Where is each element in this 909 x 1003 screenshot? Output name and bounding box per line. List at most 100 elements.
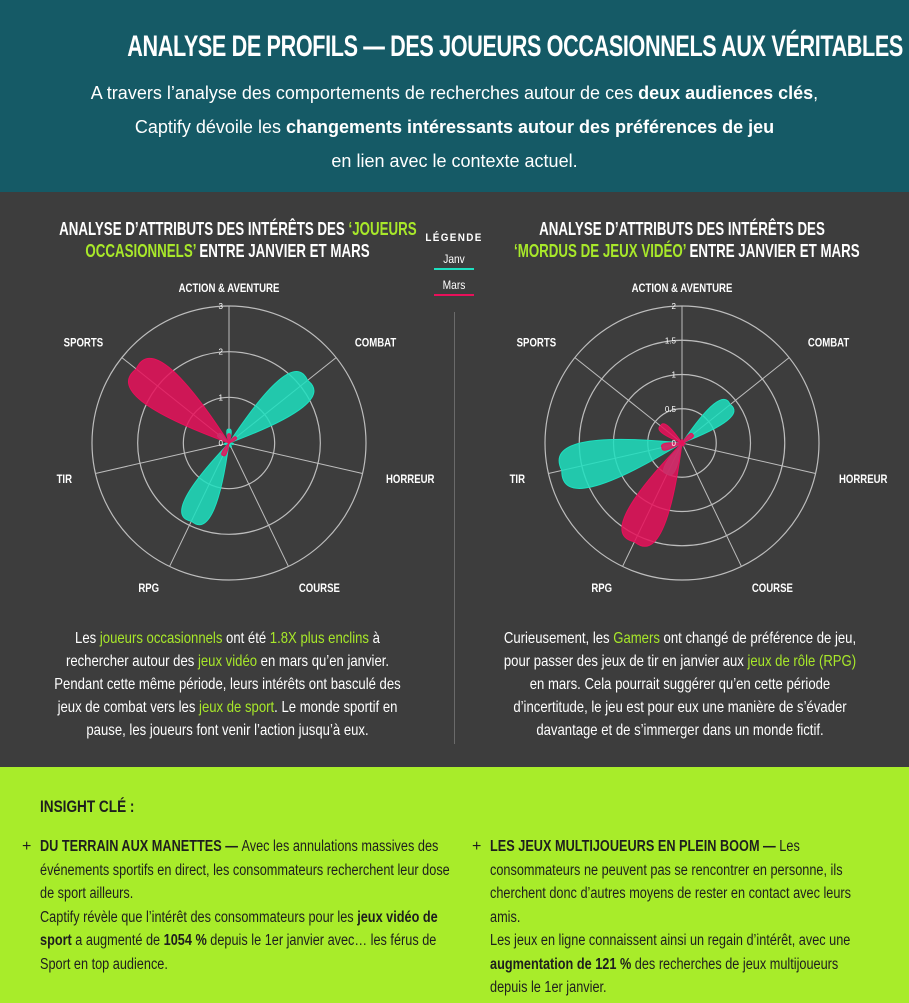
insight-col2-segment-1: Les consommateurs ne peuvent pas se renc… — [490, 838, 852, 926]
series-janv — [181, 371, 315, 526]
category-label: COURSE — [299, 582, 340, 595]
category-label: ACTION & AVENTURE — [632, 282, 733, 295]
petal-janv-1 — [680, 399, 735, 445]
insight-col-multiplayer: + LES JEUX MULTIJOUEURS EN PLEIN BOOM — … — [472, 835, 909, 1000]
insight-col2-segment-2: Les jeux en ligne connaissent ainsi un r… — [490, 932, 851, 949]
left-desc-segment-0: Les — [75, 630, 100, 647]
left-desc-segment-6: en mars qu’en janvier. Pendant cette mêm… — [54, 653, 401, 716]
legend-swatch-janv — [434, 268, 474, 270]
series-mars — [128, 357, 238, 457]
petal-mars-0 — [680, 439, 684, 445]
petal-mars-6 — [128, 357, 231, 444]
panel-divider — [454, 312, 455, 744]
petal-janv-5 — [223, 442, 231, 446]
petal-janv-5 — [558, 438, 684, 489]
left-desc-segment-5: jeux vidéo — [197, 653, 258, 670]
right-desc-segment-1: Gamers — [613, 630, 660, 647]
tick-label: 2 — [672, 302, 677, 311]
petal-mars-0 — [227, 433, 231, 445]
insight-col2-segment-0: LES JEUX MULTIJOUEURS EN PLEIN BOOM — — [490, 838, 780, 855]
petal-mars-1 — [227, 436, 238, 445]
intro-bold-2: changements intéressants autour des préf… — [285, 117, 775, 137]
left-desc-segment-2: ont été — [222, 630, 270, 647]
series-janv — [558, 399, 735, 489]
petal-mars-4 — [221, 441, 230, 457]
petal-mars-1 — [680, 432, 694, 445]
left-desc-segment-8: . Le monde sportif en pause, les joueurs… — [86, 699, 398, 739]
insight-col2-segment-4: des recherches de jeux multijoueurs depu… — [490, 955, 839, 997]
right-desc-segment-4: en mars. Cela pourrait suggérer qu’en ce… — [513, 676, 847, 739]
header-banner: ANALYSE DE PROFILS — DES JOUEURS OCCASIO… — [0, 0, 909, 192]
left-desc-segment-4: à rechercher autour des — [65, 630, 380, 670]
category-label: RPG — [138, 582, 159, 595]
category-label: HORREUR — [386, 473, 435, 486]
right-desc-segment-3: jeux de rôle (RPG) — [747, 653, 857, 670]
insight-col-sports: + DU TERRAIN AUX MANETTES — Avec les ann… — [22, 835, 550, 976]
tick-label: 1 — [672, 371, 677, 380]
category-label: TIR — [57, 473, 73, 486]
tick-label: 1 — [219, 393, 224, 402]
insight-col2-text: LES JEUX MULTIJOUEURS EN PLEIN BOOM — Le… — [490, 835, 867, 1000]
radar-casual: 0 1 2 3 ACTION & AVENTURE COMBAT HORREUR COURSE… — [57, 282, 435, 595]
page-title: ANALYSE DE PROFILS — DES JOUEURS OCCASIO… — [127, 30, 903, 63]
legend-title: LÉGENDE — [425, 232, 483, 244]
right-desc-segment-2: ont changé de préférence de jeu, pour pa… — [503, 630, 857, 670]
tick-label: 0 — [672, 439, 677, 448]
plus-icon: + — [22, 838, 32, 855]
left-description: Les joueurs occasionnels ont été 1.8X pl… — [53, 627, 402, 742]
tick-label: 0 — [219, 439, 224, 448]
petal-mars-4 — [621, 441, 683, 547]
plus-icon: + — [472, 838, 482, 855]
left-title-highlight-2: OCCASIONNELS’ — [85, 241, 196, 261]
insight-col2-segment-3: augmentation de 121 % — [490, 955, 632, 973]
insight-col1-segment-1: Avec les annulations massives des événem… — [40, 838, 450, 902]
category-label: RPG — [591, 582, 612, 595]
petal-janv-1 — [227, 371, 315, 445]
category-label: COMBAT — [355, 337, 397, 350]
insight-col1-text: DU TERRAIN AUX MANETTES — Avec les annul… — [40, 835, 458, 976]
axis-spoke — [228, 442, 289, 567]
left-desc-segment-3: 1.8X plus enclins — [269, 630, 370, 647]
left-title-part-1: ANALYSE D’ATTRIBUTS DES INTÉRÊTS DES — [59, 219, 349, 239]
axis-spoke — [95, 442, 230, 474]
insight-section: INSIGHT CLÉ : + DU TERRAIN AUX MANETTES … — [0, 767, 909, 1003]
tick-label: 2 — [219, 348, 224, 357]
left-desc-segment-7: jeux de sport — [199, 699, 275, 716]
category-label: TIR — [510, 473, 526, 486]
series-mars — [621, 423, 694, 547]
left-title-highlight-1: ‘JOUEURS — [348, 219, 417, 239]
petal-mars-3 — [681, 441, 685, 447]
axis-spoke — [681, 442, 816, 474]
intro-line-2: Captify dévoile les — [134, 117, 286, 137]
petal-janv-3 — [228, 441, 232, 448]
legend: LÉGENDE Janv Mars — [420, 232, 488, 296]
insight-col1-segment-0: DU TERRAIN AUX MANETTES — — [40, 838, 242, 855]
radar-hardcore: 0 0.5 1 1.5 2 ACTION & AVENTURE COMBAT HORREUR C… — [510, 282, 888, 595]
category-label: SPORTS — [64, 337, 103, 350]
legend-item-janv: Janv — [443, 252, 465, 266]
right-title-part-1: ANALYSE D’ATTRIBUTS DES INTÉRÊTS DES — [539, 219, 825, 239]
left-panel-title: ANALYSE D’ATTRIBUTS DES INTÉRÊTS DES ‘JO… — [59, 218, 416, 262]
left-title-part-2: ENTRE JANVIER ET MARS — [195, 241, 370, 261]
right-desc-segment-0: Curieusement, les — [503, 630, 614, 647]
right-title-highlight: ‘MORDUS DE JEUX VIDÉO’ — [514, 241, 686, 261]
intro-line-3: en lien avec le contexte actuel. — [331, 151, 578, 171]
intro-comma: , — [813, 83, 819, 103]
tick-label: 0.5 — [665, 405, 677, 414]
petal-mars-5 — [661, 442, 684, 451]
tick-label: 1.5 — [665, 336, 677, 345]
intro-bold-1: deux audiences clés — [638, 83, 814, 103]
insight-title: INSIGHT CLÉ : — [40, 797, 135, 816]
legend-swatch-mars — [434, 294, 474, 296]
category-label: COMBAT — [808, 337, 850, 350]
insight-col1-segment-5: 1054 % — [163, 932, 207, 949]
left-desc-segment-1: joueurs occasionnels — [99, 630, 223, 647]
category-label: SPORTS — [517, 337, 556, 350]
legend-item-mars: Mars — [442, 278, 466, 292]
category-label: COURSE — [752, 582, 793, 595]
category-label: ACTION & AVENTURE — [179, 282, 280, 295]
right-panel-title: ANALYSE D’ATTRIBUTS DES INTÉRÊTS DES ‘MO… — [514, 218, 860, 262]
intro-text: A travers l’analyse des comportements de… — [60, 76, 849, 178]
insight-col1-segment-6: depuis le 1er janvier avec… les férus de… — [40, 932, 437, 973]
